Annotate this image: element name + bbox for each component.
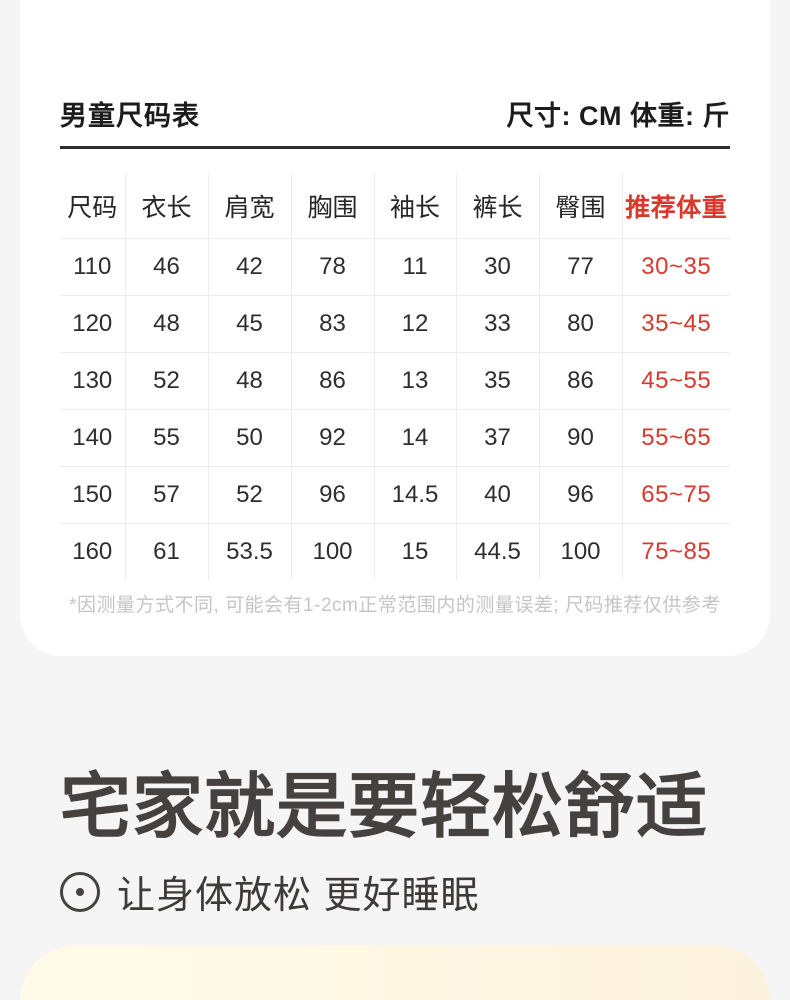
size-table-cell: 35 — [456, 352, 540, 410]
size-table-header-cell: 尺码 — [60, 174, 126, 239]
size-table-cell: 33 — [456, 295, 540, 353]
size-table-cell: 140 — [60, 409, 126, 467]
size-table-cell: 48 — [125, 295, 209, 353]
size-table-cell: 120 — [60, 295, 126, 353]
size-table: 尺码 衣长 肩宽 胸围 袖长 裤长 臀围 推荐体重 110 46 42 78 11 30 77 30~35 1… — [60, 174, 730, 580]
size-chart-units-label: 尺寸: CM 体重: 斤 — [506, 101, 730, 131]
promo-heading: 宅家就是要轻松舒适 — [60, 768, 709, 847]
size-table-cell: 96 — [539, 466, 623, 524]
size-table-cell: 52 — [208, 466, 292, 524]
size-table-cell: 130 — [60, 352, 126, 410]
size-table-cell: 53.5 — [208, 523, 292, 580]
promo-subheading: 让身体放松 更好睡眠 — [117, 875, 480, 917]
size-table-header-cell: 臀围 — [539, 174, 623, 239]
size-table-cell: 75~85 — [641, 538, 712, 565]
circle-dot-icon — [60, 871, 100, 912]
size-table-cell: 45~55 — [622, 352, 730, 410]
size-table-cell: 11 — [374, 238, 457, 296]
size-table-row: 140 55 50 92 14 37 90 55~65 — [60, 409, 730, 467]
size-table-cell: 13 — [374, 352, 457, 410]
size-table-header-cell: 肩宽 — [208, 174, 292, 239]
size-table-cell: 57 — [125, 466, 209, 524]
size-table-header-cell: 袖长 — [374, 174, 457, 239]
size-table-cell: 12 — [374, 295, 457, 353]
size-table-cell: 55 — [125, 409, 209, 467]
measurement-disclaimer: *因测量方式不同, 可能会有1-2cm正常范围内的测量误差; 尺码推荐仅供参考 — [69, 595, 721, 616]
size-table-cell: 61 — [125, 523, 209, 580]
size-table-header-cell: 衣长 — [125, 174, 209, 239]
size-table-cell: 78 — [291, 238, 375, 296]
size-table-cell: 48 — [208, 352, 292, 410]
size-table-cell: 92 — [291, 409, 375, 467]
size-table-cell: 55~65 — [622, 409, 730, 467]
size-table-row: 110 46 42 78 11 30 77 30~35 — [60, 238, 730, 296]
size-table-row: 160 61 53.5 100 15 44.5 100 75~85 — [60, 523, 730, 580]
promo-subrow: 让身体放松 更好睡眠 — [60, 864, 480, 919]
size-chart-card: 男童尺码表 尺寸: CM 体重: 斤 尺码 衣长 肩宽 胸围 袖长 裤长 臀围 推荐体重 11… — [20, 0, 770, 656]
size-table-cell: 44.5 — [456, 523, 540, 580]
size-table-cell: 100 — [291, 523, 375, 580]
size-table-cell: 14.5 — [374, 466, 457, 524]
size-table-cell: 86 — [291, 352, 375, 410]
size-table-cell: 52 — [125, 352, 209, 410]
size-table-cell: 46 — [125, 238, 209, 296]
size-table-cell: 35~45 — [622, 295, 730, 353]
size-table-cell: 96 — [291, 466, 375, 524]
size-table-cell: 83 — [291, 295, 375, 353]
size-table-cell: 77 — [539, 238, 623, 296]
size-table-cell: 150 — [60, 466, 126, 524]
size-table-row: 150 57 52 96 14.5 40 96 65~75 — [60, 466, 730, 524]
size-table-cell: 37 — [456, 409, 540, 467]
size-table-cell: 65~75 — [622, 466, 730, 524]
size-table-header-cell: 胸围 — [291, 174, 375, 239]
size-chart-header: 男童尺码表 尺寸: CM 体重: 斤 — [60, 94, 730, 133]
size-table-row: 130 52 48 86 13 35 86 45~55 — [60, 352, 730, 410]
size-table-cell: 30 — [456, 238, 540, 296]
size-table-header-cell: 裤长 — [456, 174, 540, 239]
size-table-cell: 50 — [208, 409, 292, 467]
size-table-cell: 45 — [208, 295, 292, 353]
size-table-header-row: 尺码 衣长 肩宽 胸围 袖长 裤长 臀围 推荐体重 — [60, 174, 730, 239]
size-table-cell: 86 — [539, 352, 623, 410]
size-table-row: 120 48 45 83 12 33 80 35~45 — [60, 295, 730, 353]
size-table-cell: 15 — [374, 523, 457, 580]
size-table-cell: 110 — [60, 238, 126, 296]
size-table-cell: 14 — [374, 409, 457, 467]
size-table-cell: 160 — [60, 523, 126, 580]
header-divider — [60, 146, 730, 149]
size-table-cell: 42 — [208, 238, 292, 296]
size-chart-title: 男童尺码表 — [60, 101, 200, 131]
size-table-cell: 100 — [539, 523, 623, 580]
size-table-cell: 80 — [539, 295, 623, 353]
size-table-cell: 90 — [539, 409, 623, 467]
size-table-header-cell: 推荐体重 — [622, 174, 730, 239]
size-table-cell: 30~35 — [622, 238, 730, 296]
size-table-body: 110 46 42 78 11 30 77 30~35 120 48 45 83 12 33 80 35~45… — [60, 238, 730, 580]
size-table-head: 尺码 衣长 肩宽 胸围 袖长 裤长 臀围 推荐体重 — [60, 174, 730, 239]
next-section-card — [20, 945, 770, 1000]
size-table-cell: 40 — [456, 466, 540, 524]
